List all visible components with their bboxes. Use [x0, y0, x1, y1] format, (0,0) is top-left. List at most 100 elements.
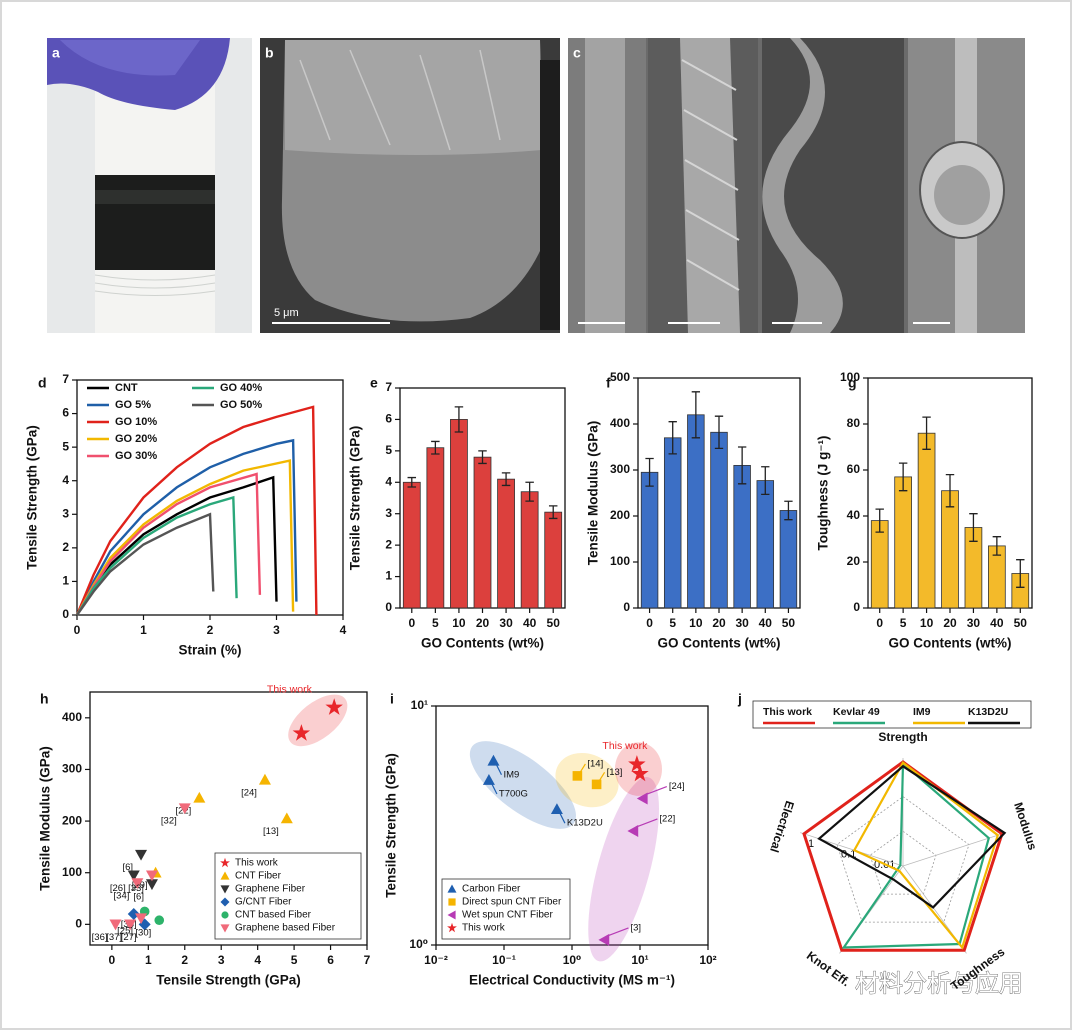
line-series: [75, 495, 238, 616]
label-arrow: [491, 783, 498, 795]
x-tick-label: 40: [759, 616, 773, 630]
x-tick-label: 10⁻²: [424, 953, 448, 967]
x-tick-label: 10⁰: [563, 953, 582, 967]
x-tick-label: 5: [432, 616, 439, 630]
error-bar: [1016, 559, 1025, 588]
bar: [663, 437, 682, 609]
legend-label: This work: [763, 706, 812, 718]
y-tick-label: 10¹: [411, 698, 428, 712]
error-bar: [501, 472, 511, 487]
y-tick-label: 60: [847, 462, 861, 476]
x-tick-label: 5: [900, 616, 907, 630]
error-bar: [548, 505, 558, 520]
watermark-text: 材料分析与应用: [855, 970, 1023, 997]
point-label: K13D2U: [567, 818, 603, 829]
legend-label: Kevlar 49: [833, 706, 880, 718]
point-label: [13]: [263, 826, 279, 837]
y-tick-label: 300: [610, 462, 630, 476]
point-label: [36]: [92, 932, 108, 943]
x-tick-label: 10²: [699, 953, 716, 967]
label-arrow: [636, 818, 658, 828]
point-label: IM9: [503, 769, 519, 780]
x-tick-label: 10: [689, 616, 703, 630]
y-tick-label: 100: [610, 554, 630, 568]
y-tick-label: 5: [62, 439, 69, 453]
error-bar: [668, 421, 677, 455]
marker: [325, 698, 343, 715]
legend-label: G/CNT Fiber: [235, 897, 292, 908]
x-tick-label: 0: [646, 616, 653, 630]
r-tick-label: 1: [808, 838, 814, 850]
x-tick-label: 10: [920, 616, 934, 630]
marker: [145, 870, 158, 882]
plot-frame: [89, 691, 368, 946]
x-tick-label: 50: [547, 616, 561, 630]
marker: [550, 803, 563, 814]
point-label: [24]: [669, 781, 685, 792]
legend-label: Wet spun CNT Fiber: [462, 910, 553, 921]
bar: [544, 511, 563, 609]
marker: [131, 878, 144, 890]
x-tick-label: 7: [364, 953, 371, 967]
marker: [598, 933, 610, 946]
error-bar: [969, 513, 978, 542]
error-bar: [922, 416, 931, 450]
legend-label: CNT based Fiber: [235, 910, 312, 921]
x-tick-label: 0: [876, 616, 883, 630]
x-tick-label: 10: [452, 616, 466, 630]
y-tick-label: 0: [385, 600, 392, 614]
marker: [221, 911, 229, 919]
error-bar: [478, 450, 487, 465]
point-label: [13]: [607, 767, 623, 778]
annotation: This work: [602, 740, 648, 752]
y-tick-label: 7: [62, 372, 69, 386]
panel-label: f: [606, 375, 611, 391]
marker: [135, 913, 148, 925]
x-tick-label: 20: [712, 616, 726, 630]
point-label: [14]: [587, 758, 603, 769]
x-tick-label: 4: [254, 953, 261, 967]
annotation: This work: [267, 683, 313, 695]
legend-label: CNT Fiber: [235, 871, 282, 882]
label-arrow: [579, 763, 586, 773]
legend-label: GO 40%: [220, 382, 262, 394]
scale-bar-label: 5 μm: [274, 307, 299, 319]
error-bar: [714, 415, 724, 450]
y-tick-label: 40: [847, 508, 861, 522]
x-axis-label: Strain (%): [178, 643, 241, 658]
y-tick-label: 500: [610, 370, 630, 384]
x-tick-label: 5: [669, 616, 676, 630]
point-label: [6]: [122, 862, 133, 873]
marker: [220, 857, 230, 868]
panel-label: a: [52, 45, 60, 61]
y-tick-label: 400: [610, 416, 630, 430]
y-axis-label: Toughness (J g⁻¹): [816, 436, 831, 551]
y-axis-label: Tensile Strength (GPa): [25, 425, 40, 570]
error-bar: [875, 508, 884, 533]
highlight-region: [614, 742, 663, 796]
x-tick-label: 0: [74, 623, 81, 637]
x-tick-label: 0: [109, 953, 116, 967]
y-tick-label: 400: [62, 710, 82, 724]
y-tick-label: 200: [610, 508, 630, 522]
photo-b: 5 μm b: [260, 38, 560, 333]
marker: [636, 792, 648, 805]
x-tick-label: 10¹: [631, 953, 648, 967]
point-label: [32]: [161, 816, 177, 827]
bar: [733, 464, 751, 609]
y-tick-label: 7: [385, 380, 392, 394]
y-tick-label: 4: [385, 474, 392, 488]
bar: [473, 456, 492, 609]
marker: [447, 922, 457, 933]
point-label: [37]: [106, 932, 122, 943]
radar-series: [817, 764, 1007, 909]
y-tick-label: 6: [62, 406, 69, 420]
marker: [178, 803, 191, 815]
panel-label: g: [848, 375, 857, 391]
marker: [220, 897, 230, 907]
bar: [450, 419, 468, 609]
x-axis-label: GO Contents (wt%): [421, 636, 544, 651]
legend-label: GO 30%: [115, 450, 157, 462]
x-tick-label: 0: [408, 616, 415, 630]
panel-label: h: [40, 691, 49, 707]
